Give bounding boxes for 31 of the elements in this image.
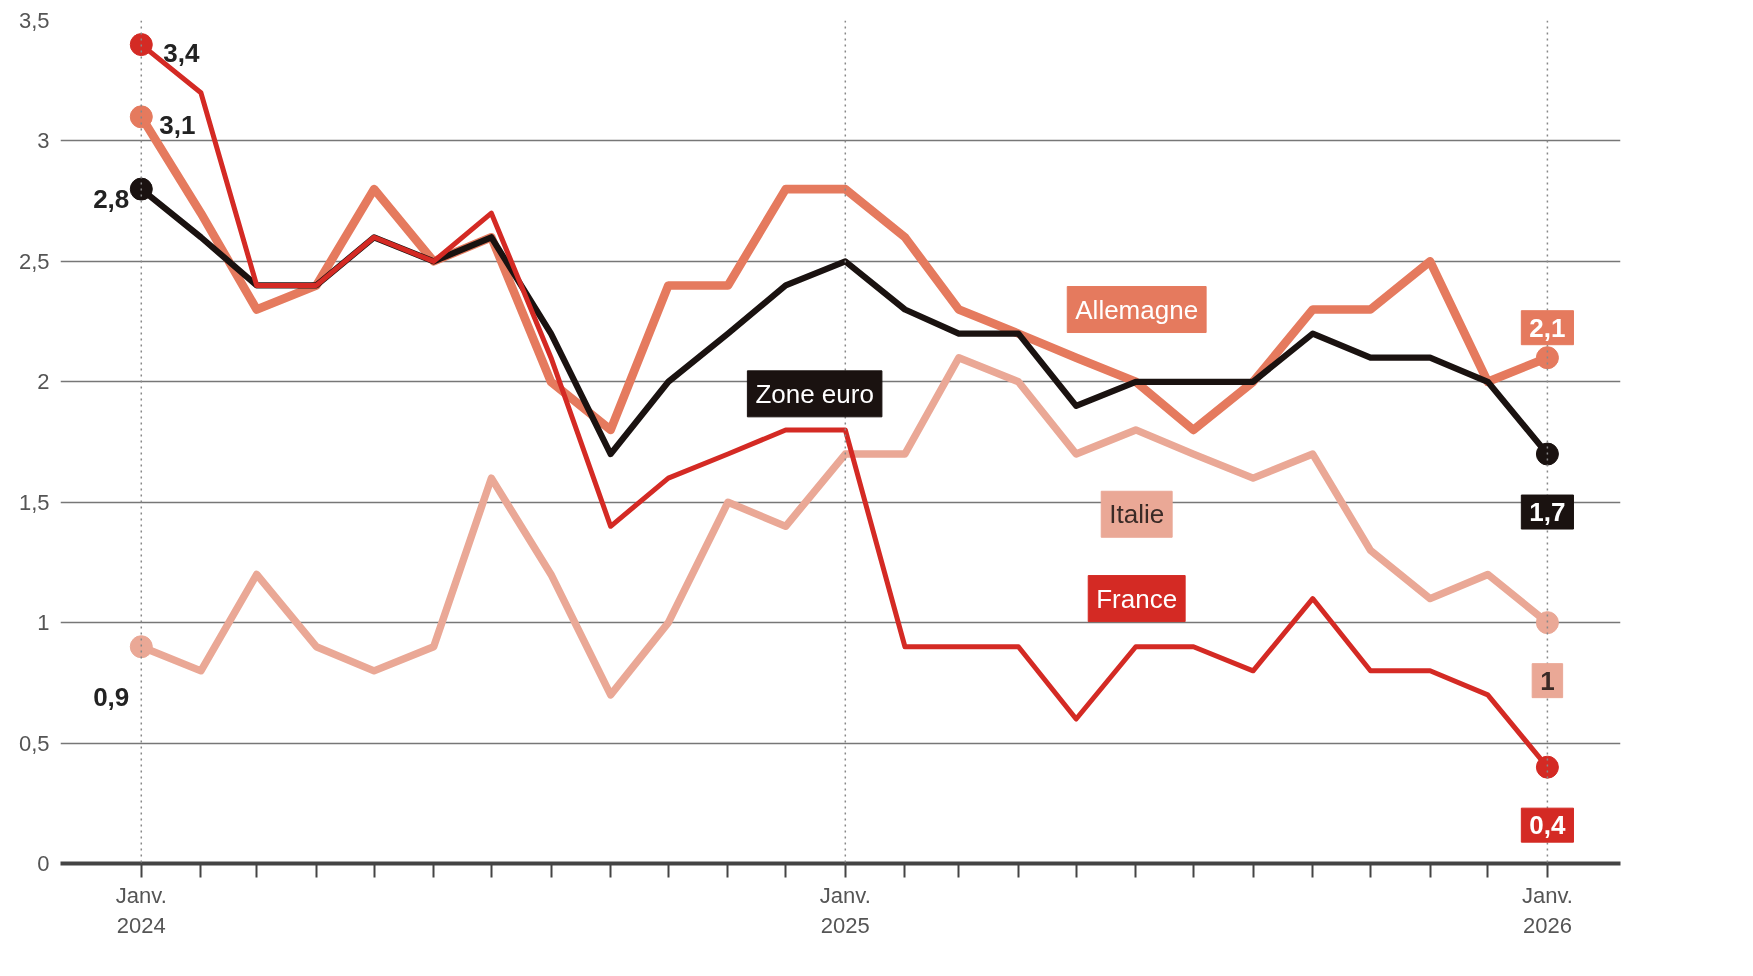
x-tick-label: Janv. 2026 — [1521, 882, 1573, 938]
point — [129, 33, 153, 57]
x-tick-label: Janv. 2025 — [819, 882, 871, 938]
data-label: 2,1 — [1529, 312, 1566, 343]
point — [129, 635, 153, 659]
point — [1535, 346, 1559, 370]
series-label: Allemagne — [1075, 294, 1199, 325]
y-tick-label: 3 — [37, 128, 50, 154]
data-label: 0,4 — [1529, 810, 1567, 841]
y-tick-label: 3,5 — [18, 8, 50, 33]
y-tick-label: 0 — [37, 851, 50, 876]
data-label: 0,9 — [93, 681, 130, 712]
y-tick-label: 0,5 — [18, 730, 50, 756]
data-label: 1 — [1540, 665, 1555, 696]
text: Zone euro — [755, 378, 874, 409]
text: Italie — [1109, 499, 1165, 530]
y-tick-label: 1 — [37, 610, 50, 636]
x-tick-label: Janv. 2024 — [115, 882, 167, 938]
y-tick-label: 1,5 — [18, 489, 50, 515]
series-label: France — [1096, 583, 1178, 614]
point — [1535, 442, 1559, 466]
y-tick-label: 2 — [37, 369, 50, 395]
point — [1535, 611, 1559, 635]
y-tick-label: 2,5 — [18, 248, 50, 274]
point — [129, 105, 153, 129]
point — [129, 177, 153, 201]
data-label: 3,4 — [163, 37, 200, 68]
data-label: 2,8 — [93, 184, 130, 215]
data-label: 3,1 — [159, 109, 196, 140]
data-label: 1,7 — [1529, 497, 1566, 528]
point — [1535, 755, 1559, 779]
